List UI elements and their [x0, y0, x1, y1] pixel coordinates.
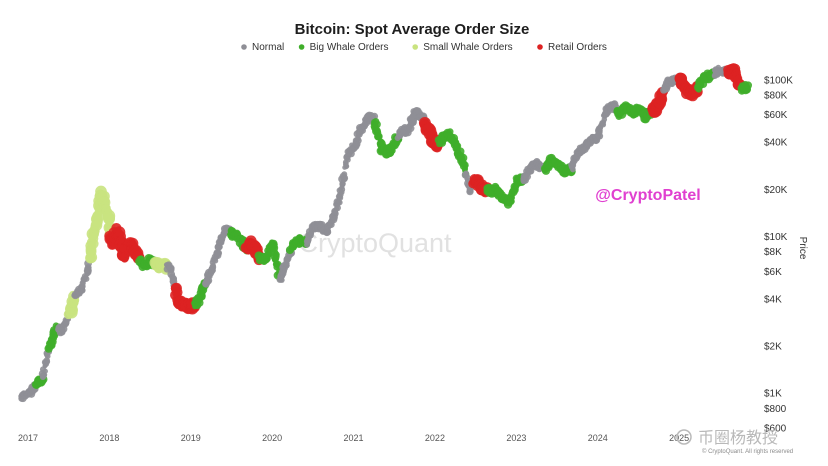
data-point-normal — [42, 368, 48, 374]
legend-label-big-whale-orders: Big Whale Orders — [310, 42, 389, 53]
y-axis-label: Price — [797, 237, 808, 260]
y-tick-label: $6K — [764, 267, 782, 278]
y-tick-label: $40K — [764, 138, 788, 149]
data-point-normal — [337, 199, 343, 206]
brand-logo: 币圈杨教授 — [676, 429, 778, 447]
y-tick-label: $4K — [764, 294, 782, 305]
x-axis-ticks: 2017 2018 2019 2020 2021 2022 2023 2024 2025 — [18, 433, 689, 443]
x-tick-label: 2019 — [181, 433, 201, 443]
watermark-author: @CryptoPatel — [595, 187, 700, 204]
x-tick-label: 2022 — [425, 433, 445, 443]
y-tick-label: $60K — [764, 110, 788, 121]
legend-label-retail-orders: Retail Orders — [548, 42, 607, 53]
data-point-normal — [43, 357, 50, 364]
x-tick-label: 2025 — [669, 433, 689, 443]
y-tick-label: $1K — [764, 389, 782, 400]
data-point-small-whale-orders — [102, 212, 115, 225]
data-point-big-whale-orders — [270, 246, 277, 253]
data-point-big-whale-orders — [744, 81, 753, 90]
data-point-normal — [167, 264, 175, 273]
data-point-normal — [213, 249, 221, 257]
data-point-normal — [341, 171, 348, 178]
y-tick-label: $2K — [764, 342, 782, 353]
x-tick-label: 2018 — [99, 433, 119, 443]
x-tick-label: 2020 — [262, 433, 282, 443]
data-point-normal — [209, 263, 217, 271]
legend-marker-retail-orders — [537, 44, 543, 50]
data-point-normal — [337, 194, 344, 201]
x-tick-label: 2021 — [344, 433, 364, 443]
watermark-brand: 币圈杨教授 — [698, 429, 778, 447]
y-tick-label: $800 — [764, 404, 787, 415]
x-tick-label: 2024 — [588, 433, 608, 443]
watermark-credit: © CryptoQuant. All rights reserved — [702, 448, 793, 455]
data-point-big-whale-orders — [458, 153, 468, 163]
data-point-big-whale-orders — [374, 132, 383, 141]
data-point-big-whale-orders — [374, 127, 380, 133]
legend-marker-big-whale-orders — [298, 44, 305, 50]
y-axis-ticks: $100K $80K $60K $40K $20K $10K $8K $6K $4K $2K $1K… — [764, 75, 793, 434]
legend-marker-normal — [241, 44, 247, 50]
y-tick-label: $10K — [764, 232, 788, 243]
legend: Normal Big Whale Orders Small Whale Orders… — [241, 42, 607, 53]
y-tick-label: $8K — [764, 247, 782, 258]
x-tick-label: 2017 — [18, 433, 38, 443]
legend-marker-small-whale-orders — [412, 44, 419, 50]
legend-label-small-whale-orders: Small Whale Orders — [423, 42, 512, 53]
y-tick-label: $20K — [764, 185, 788, 196]
legend-label-normal: Normal — [252, 42, 284, 53]
y-tick-label: $100K — [764, 75, 793, 86]
data-point-big-whale-orders — [372, 120, 381, 129]
x-tick-label: 2023 — [506, 433, 526, 443]
chart-title: Bitcoin: Spot Average Order Size — [295, 21, 530, 38]
y-tick-label: $80K — [764, 91, 788, 102]
plot-points — [18, 63, 753, 403]
brand-logo-icon — [676, 429, 692, 445]
data-point-normal — [39, 372, 47, 379]
data-point-normal — [599, 121, 605, 126]
data-point-normal — [80, 287, 86, 293]
y-tick-label: $600 — [764, 424, 787, 435]
